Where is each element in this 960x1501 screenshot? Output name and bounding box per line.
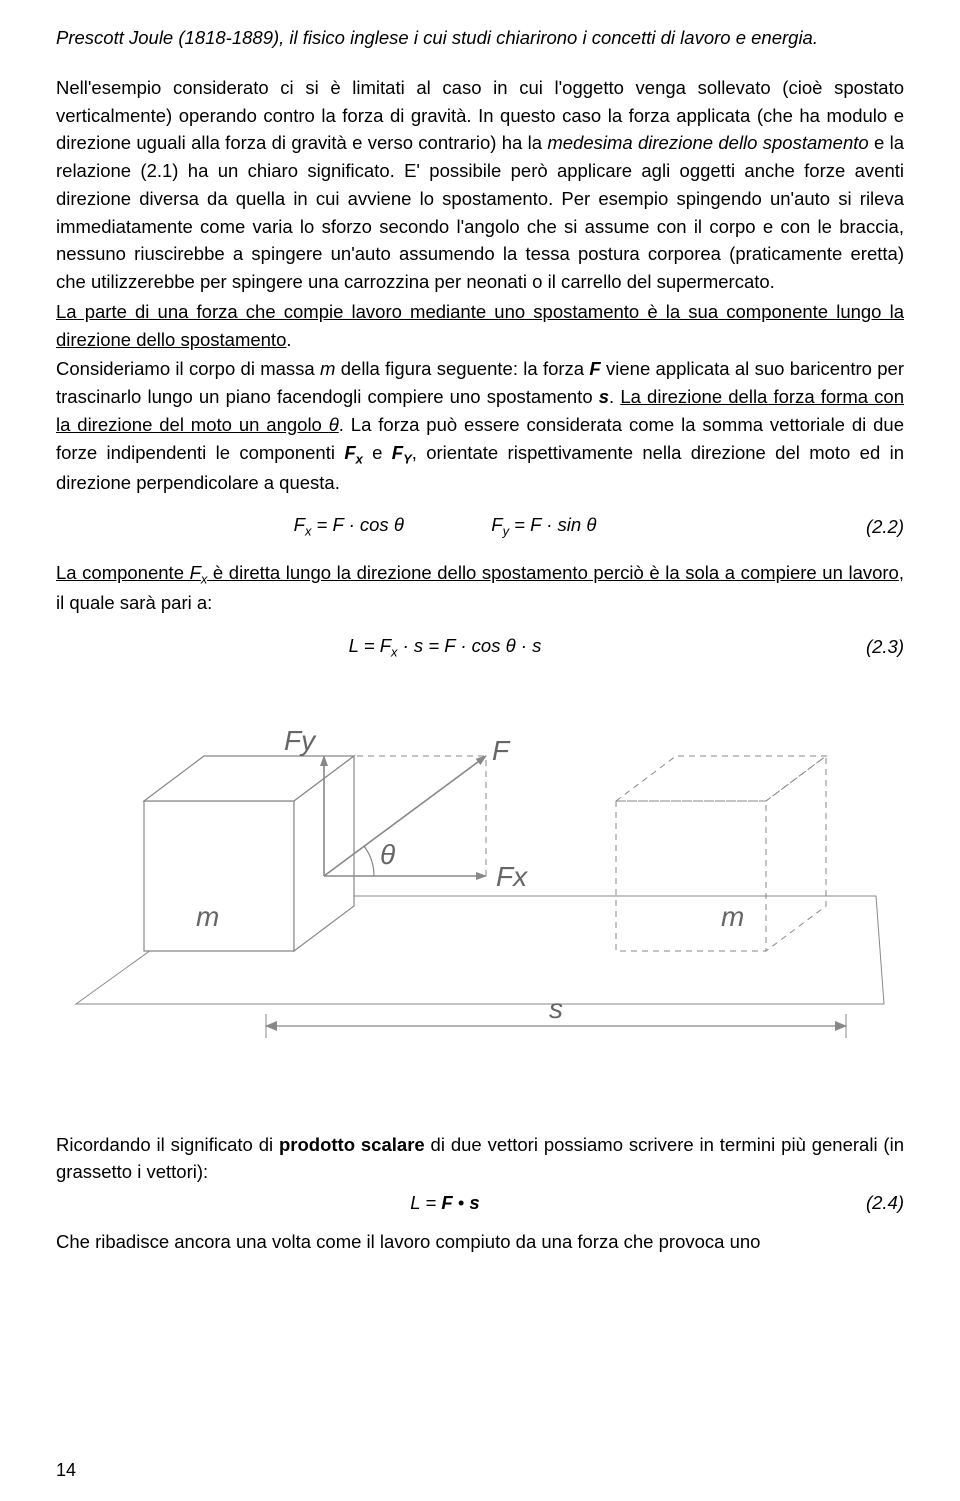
force-diagram: Fy Fθ Fx m m s (56, 696, 904, 1091)
text-italic: medesima direzione dello spostamento (547, 132, 868, 153)
paragraph-joule: Prescott Joule (1818-1889), il fisico in… (56, 24, 904, 52)
var-m: m (320, 358, 335, 379)
text: della figura seguente: la forza (335, 358, 589, 379)
equation-2-2: Fx = F · cos θ Fy = F · sin θ (2.2) (56, 514, 904, 539)
text: Consideriamo il corpo di massa (56, 358, 320, 379)
svg-text:Fy: Fy (284, 725, 317, 756)
eq-number: (2.3) (834, 636, 904, 658)
equation-2-3: L = Fx · s = F · cos θ · s (2.3) (56, 635, 904, 660)
paragraph-example: Nell'esempio considerato ci si è limitat… (56, 74, 904, 296)
paragraph-scalar-product: Ricordando il significato di prodotto sc… (56, 1131, 904, 1187)
text: e la relazione (2.1) ha un chiaro signif… (56, 132, 904, 292)
text: . (609, 386, 620, 407)
svg-text:s: s (549, 993, 563, 1024)
text-underline: La componente Fx è diretta lungo la dire… (56, 562, 899, 583)
eq-content: Fx = F · cos θ Fy = F · sin θ (56, 514, 834, 539)
var-Fx: Fx (344, 442, 363, 463)
text: Ricordando il significato di (56, 1134, 279, 1155)
svg-text:θ: θ (380, 839, 395, 870)
text-bold: prodotto scalare (279, 1134, 425, 1155)
eq-content: L = Fx · s = F · cos θ · s (56, 635, 834, 660)
equation-2-4: L = F • s (2.4) (56, 1192, 904, 1214)
svg-text:F: F (492, 735, 511, 766)
text-underline: La parte di una forza che compie lavoro … (56, 301, 904, 350)
var-Fy: FY (392, 442, 412, 463)
text: e (363, 442, 392, 463)
paragraph-consider: Consideriamo il corpo di massa m della f… (56, 355, 904, 496)
eq-number: (2.4) (834, 1192, 904, 1214)
var-s: s (599, 386, 609, 407)
eq-number: (2.2) (834, 516, 904, 538)
eq-content: L = F • s (56, 1192, 834, 1214)
text: Prescott Joule (1818-1889), il fisico in… (56, 27, 818, 48)
page-number: 14 (56, 1460, 76, 1481)
svg-text:m: m (196, 901, 219, 932)
svg-text:m: m (721, 901, 744, 932)
text: Che ribadisce ancora una volta come il l… (56, 1231, 760, 1252)
svg-text:Fx: Fx (496, 861, 528, 892)
text: . (286, 329, 291, 350)
var-F: F (589, 358, 600, 379)
paragraph-component: La parte di una forza che compie lavoro … (56, 298, 904, 354)
paragraph-last: Che ribadisce ancora una volta come il l… (56, 1228, 904, 1256)
paragraph-fx-component: La componente Fx è diretta lungo la dire… (56, 559, 904, 617)
